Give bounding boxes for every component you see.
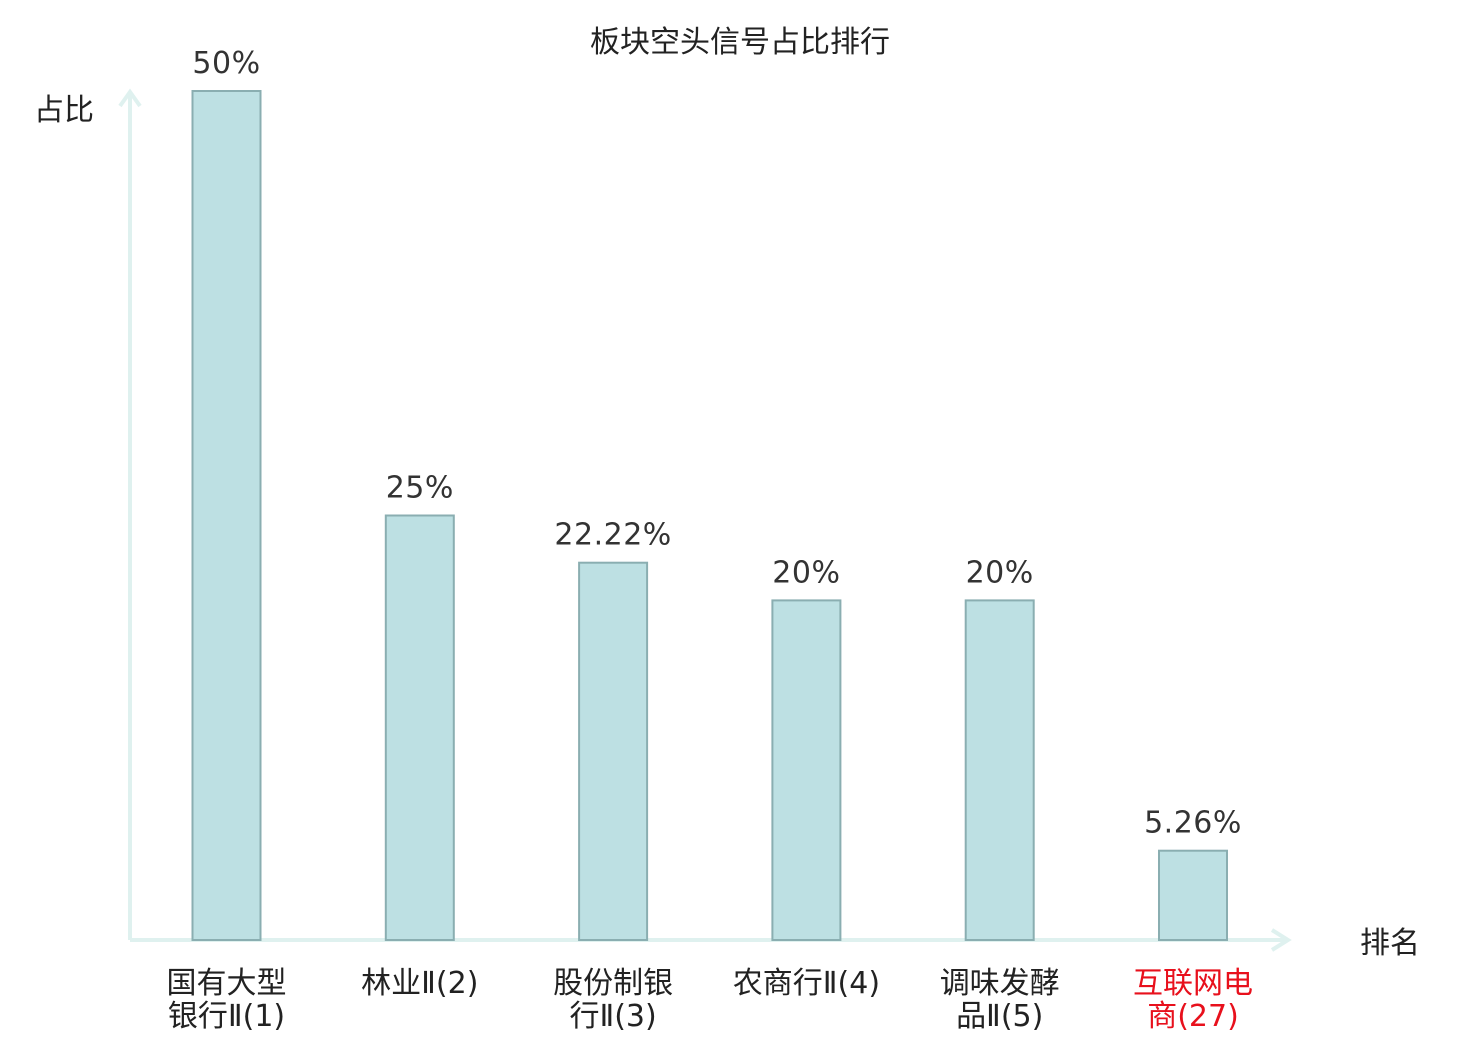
bar-value-label: 50% — [192, 46, 260, 81]
bar-value-label: 20% — [772, 555, 840, 590]
category-tick-label: 调味发酵品Ⅱ(5) — [940, 966, 1060, 1034]
bar-value-label: 22.22% — [554, 518, 671, 553]
category-tick-label: 互联网电商(27) — [1133, 966, 1253, 1034]
category-tick-label: 股份制银行Ⅱ(3) — [553, 966, 673, 1034]
bar-value-label: 20% — [966, 555, 1034, 590]
bar-value-label: 5.26% — [1144, 806, 1242, 841]
chart-title: 板块空头信号占比排行 — [590, 25, 890, 60]
category-tick-label: 国有大型银行Ⅱ(1) — [167, 966, 287, 1034]
category-labels-group: 国有大型银行Ⅱ(1) 林业Ⅱ(2) 股份制银行Ⅱ(3) 农商行Ⅱ(4) 调味发酵品Ⅱ(5… — [167, 966, 1254, 1034]
y-axis-arrow — [118, 88, 142, 108]
y-axis-label: 占比 — [34, 93, 94, 128]
bar-value-label: 25% — [386, 471, 454, 506]
bar — [1158, 849, 1228, 942]
bar — [771, 599, 842, 942]
bars-group — [191, 90, 1228, 942]
bar — [578, 561, 649, 941]
x-axis-label: 排名 — [1360, 926, 1420, 961]
value-labels-group: 50% 25% 22.22% 20% 20% 5.26% — [192, 46, 1242, 841]
category-tick-label: 农商行Ⅱ(4) — [733, 966, 880, 1001]
x-axis-arrow — [1270, 928, 1292, 952]
bar — [384, 514, 455, 941]
axes — [118, 88, 1292, 952]
category-tick-label: 林业Ⅱ(2) — [361, 966, 478, 1001]
bar — [964, 599, 1035, 942]
bar — [191, 90, 262, 941]
